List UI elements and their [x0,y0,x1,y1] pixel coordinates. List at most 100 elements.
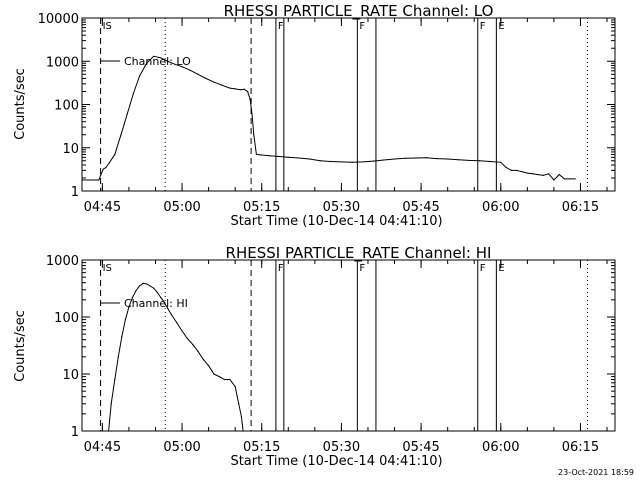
y-axis-label: Counts/sec [13,68,28,140]
x-tick-label: 06:15 [562,440,599,455]
series-line [108,282,244,432]
data-point [574,178,576,180]
event-marker-label: E [498,263,504,274]
data-point [542,174,544,176]
data-point [181,66,183,68]
footer-timestamp: 23-Oct-2021 18:59 [558,468,634,477]
x-tick-label: 04:45 [84,200,121,215]
y-tick-label: 10000 [38,12,79,27]
data-point [98,179,100,181]
event-marker-label: IS [103,263,112,274]
plot-frame [81,17,616,192]
x-tick-label: 06:15 [562,200,599,215]
event-marker-label: IS [103,21,112,32]
data-point [298,157,300,159]
data-point [138,285,141,287]
y-axis-label: Counts/sec [13,310,28,382]
series-line [82,55,576,181]
data-point [99,174,102,176]
data-point [383,159,385,161]
data-point [170,314,173,316]
x-tick-label: 05:15 [243,200,280,215]
data-point [234,386,236,388]
x-tick-label: 05:00 [163,440,200,455]
data-point [569,178,571,180]
data-point [107,430,110,432]
data-point [319,160,321,162]
data-point [255,153,258,156]
data-point [243,88,245,90]
data-point [489,160,491,163]
x-tick-label: 04:45 [84,440,121,455]
data-point [81,179,83,181]
x-tick-label: 06:00 [482,200,519,215]
data-point [128,306,130,308]
data-point [521,171,523,173]
data-point [240,415,242,418]
y-tick-label: 1000 [46,254,79,269]
data-point [261,154,263,156]
data-point [330,160,332,163]
data-point [393,158,396,160]
data-point [197,73,199,75]
x-tick-label: 05:30 [323,440,360,455]
legend-label: Channel: LO [124,55,191,68]
data-point [117,356,119,358]
data-point [105,166,107,169]
data-point [229,378,231,381]
data-point [532,173,534,175]
data-point [351,161,353,163]
data-point [160,296,162,299]
data-point [249,98,251,101]
data-point [505,166,507,169]
data-point [120,134,122,136]
data-point [146,62,148,64]
event-marker-label: E [498,21,504,32]
data-point [153,55,155,57]
event-marker-label: F [359,21,365,32]
data-point [142,282,144,284]
data-point [218,376,220,378]
data-point [126,113,128,115]
data-point [239,89,242,91]
y-tick-label: 100 [54,99,79,114]
data-point [500,161,502,163]
data-point [186,337,188,340]
hi-channel-panel: RHESSI PARTICLE_RATE Channel: HI IS F F F E 1 1… [13,244,616,469]
data-point [202,358,204,361]
data-point [223,378,226,381]
data-point [176,321,178,324]
data-point [253,134,255,136]
data-point [174,63,176,65]
y-tick-label: 1 [71,425,79,440]
legend-label: Channel: HI [124,297,188,310]
data-point [121,336,123,338]
data-point [189,69,191,71]
y-tick-label: 10 [62,368,79,383]
data-point [277,155,279,158]
data-point [197,350,199,352]
x-axis-label: Start Time (10-Dec-14 04:41:10) [230,214,442,229]
event-marker-label: F [278,263,284,274]
data-point [457,159,459,161]
data-point [362,161,364,163]
data-point [167,60,169,62]
data-point [114,378,116,381]
data-point [167,308,169,310]
data-point [238,403,240,405]
data-point [436,158,438,160]
data-point [124,319,126,321]
event-marker-label: F [278,21,284,32]
x-tick-label: 05:00 [163,200,200,215]
data-point [146,283,148,285]
data-point [468,159,470,161]
chart-title: RHESSI PARTICLE_RATE Channel: HI [226,244,492,263]
x-tick-label: 06:00 [482,440,519,455]
y-tick-label: 1 [71,185,79,200]
data-point [547,173,550,175]
data-point [163,301,165,304]
data-point [404,157,406,159]
data-point [229,87,231,89]
y-tick-label: 10 [62,142,79,157]
